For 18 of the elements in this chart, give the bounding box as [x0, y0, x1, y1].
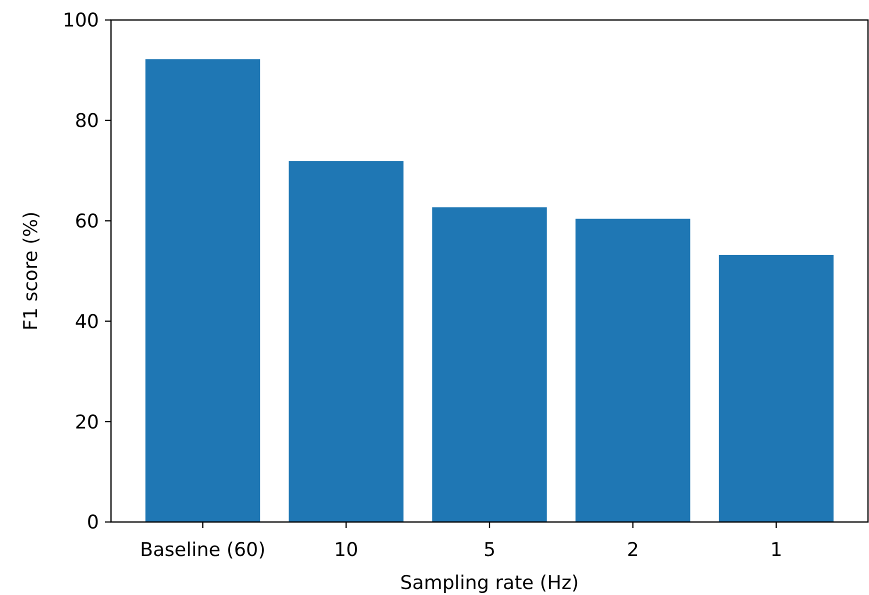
bar: [145, 59, 260, 522]
y-tick-label: 20: [74, 411, 99, 434]
x-tick-label: 1: [770, 539, 782, 561]
x-tick-label: 10: [334, 539, 358, 561]
x-tick-label: Baseline (60): [140, 539, 266, 561]
y-axis-title: F1 score (%): [20, 211, 42, 331]
x-tick-label: 2: [626, 539, 639, 561]
x-axis-title: Sampling rate (Hz): [400, 572, 579, 594]
y-tick-label: 80: [74, 110, 99, 132]
bar: [576, 218, 690, 522]
y-tick-label: 40: [74, 310, 99, 333]
y-tick-label: 100: [62, 10, 99, 32]
x-tick-label: 5: [483, 539, 496, 561]
y-tick-label: 0: [86, 512, 99, 534]
bar: [718, 254, 834, 522]
y-tick-label: 60: [74, 210, 99, 232]
bar: [288, 161, 404, 522]
bar: [432, 207, 547, 522]
